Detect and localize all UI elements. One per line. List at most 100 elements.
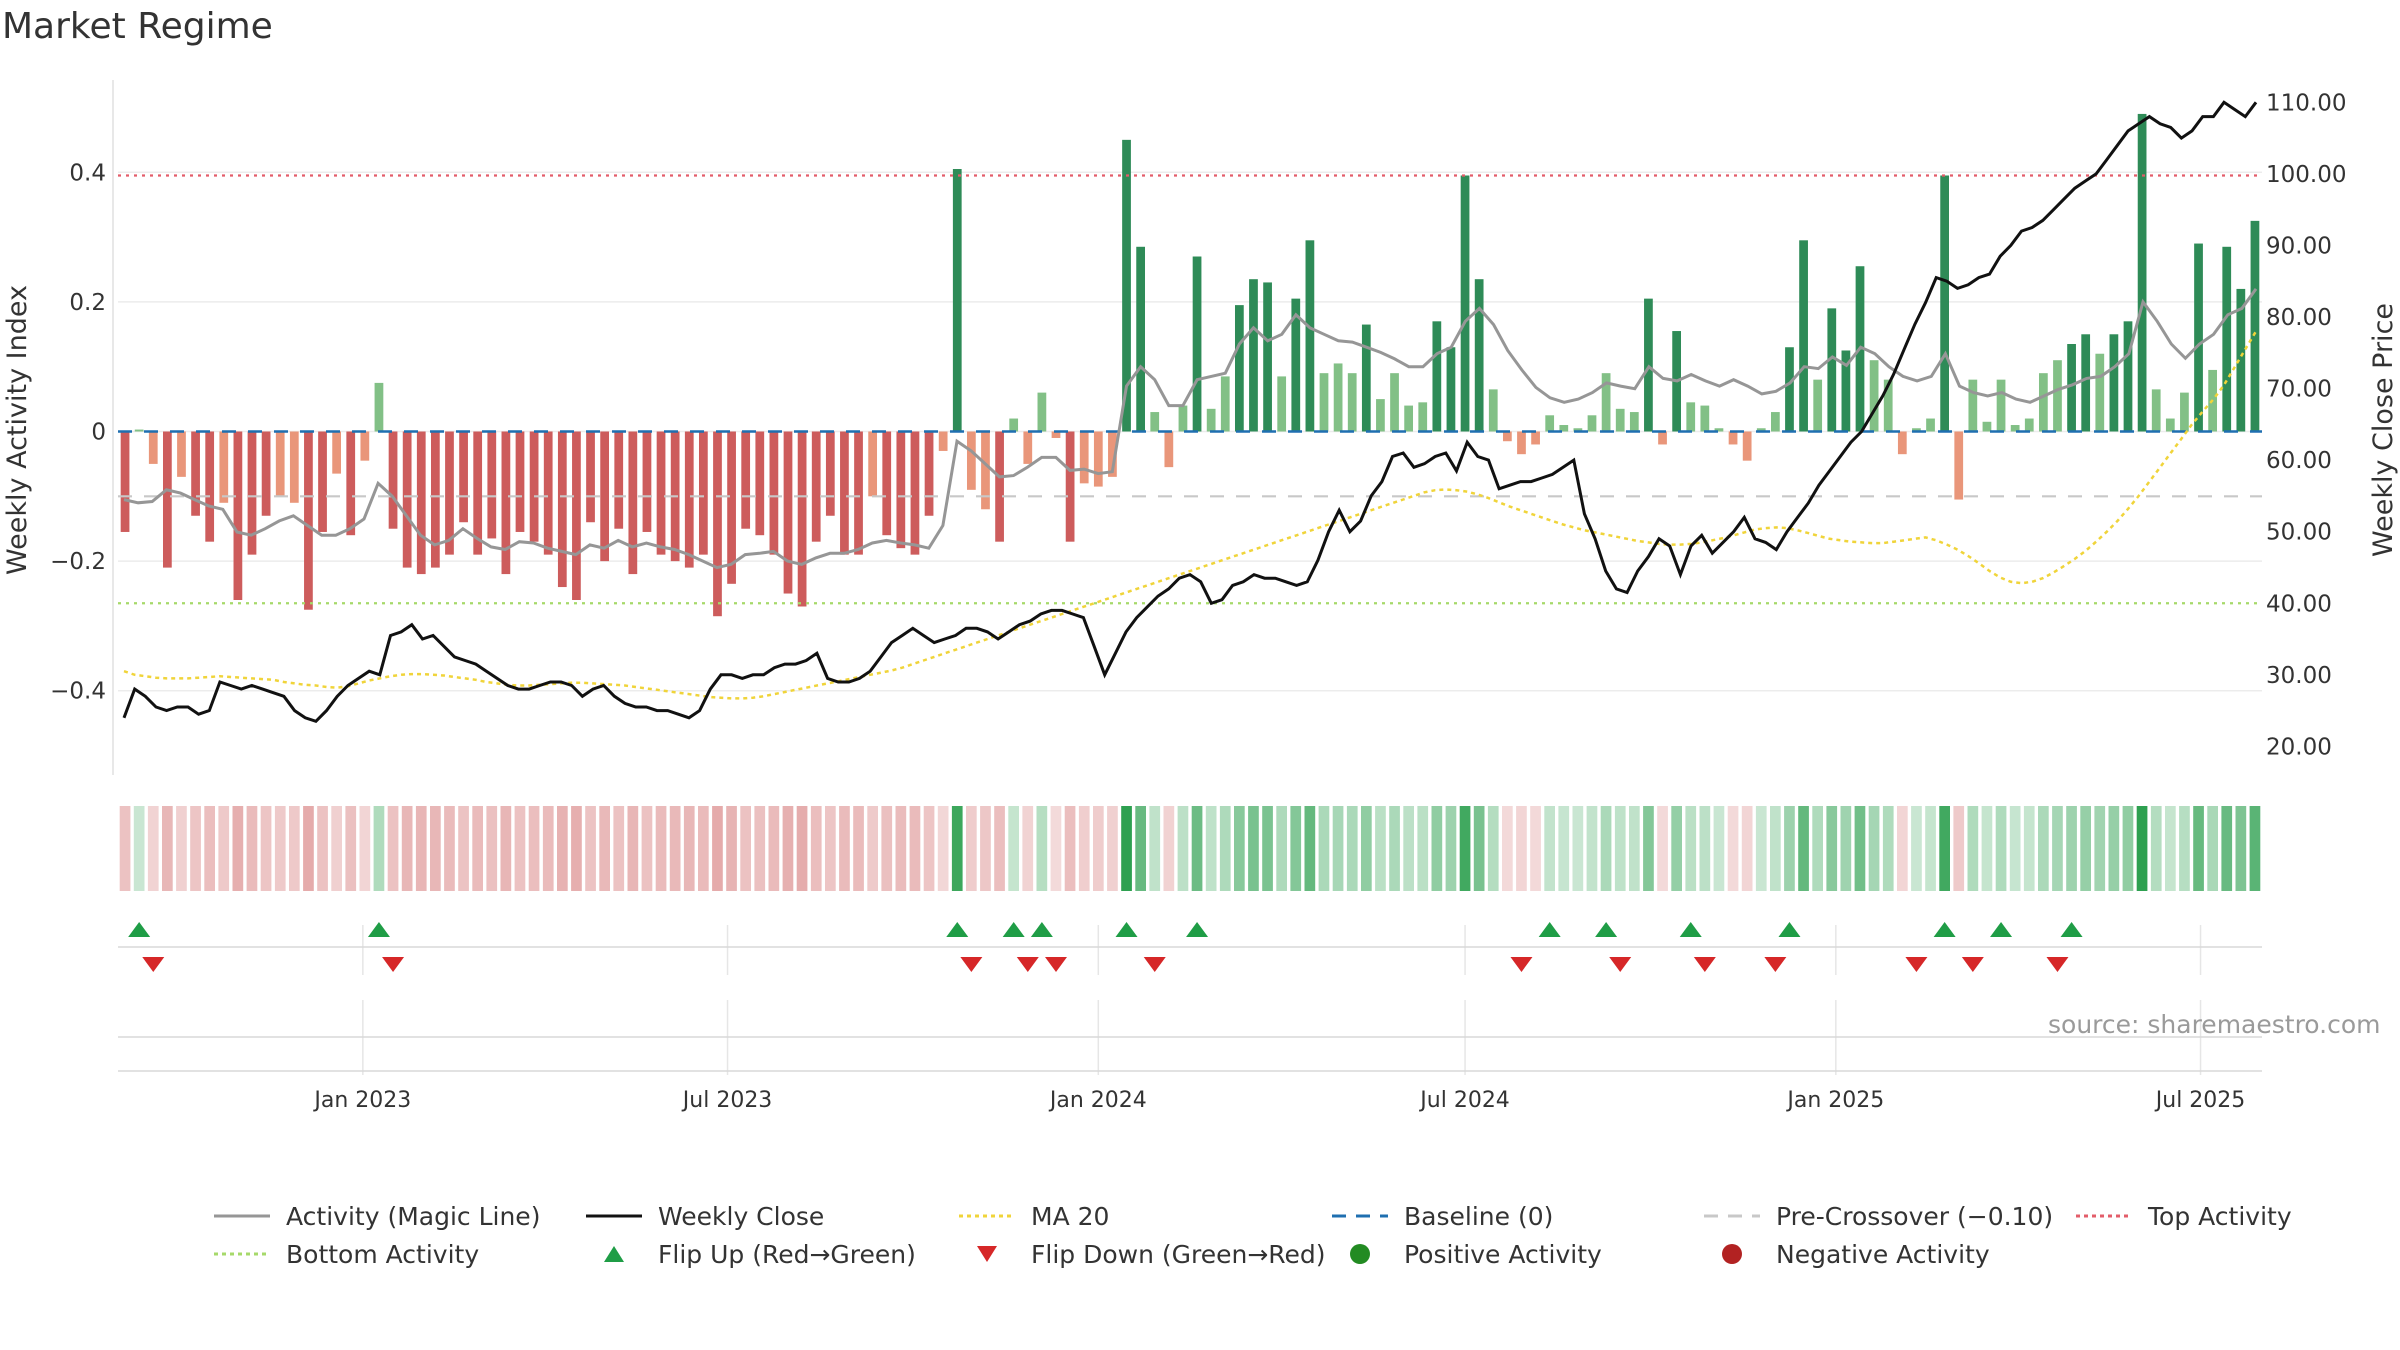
regime-strip-cell [1699,806,1711,891]
activity-bar [1065,431,1075,542]
activity-bar [1234,305,1244,432]
activity-bar [1164,431,1174,468]
activity-bar [304,431,313,610]
regime-strip-cell [754,806,766,891]
activity-bar [487,431,497,539]
legend-item: Pre-Crossover (−0.10) [1700,1198,2053,1234]
activity-bar [2137,113,2147,432]
flip-up-marker [367,922,390,937]
activity-bar [1460,175,1470,432]
activity-bar [162,431,172,568]
regime-strip-cell [303,806,314,891]
activity-bar [1686,402,1696,432]
activity-bar [2095,353,2105,432]
regime-strip-cell [1304,806,1316,891]
activity-bar [1291,298,1301,432]
regime-strip-cell [1600,806,1612,891]
activity-bar [515,431,525,532]
activity-bar [1037,392,1047,432]
legend-item: Weekly Close [582,1198,824,1234]
flip-down-marker [2046,957,2069,972]
regime-strip-cell [825,806,836,891]
flip-down-marker [1693,957,1716,972]
regime-strip-cell [1614,806,1626,891]
activity-bar [2194,243,2203,432]
activity-bar [1996,379,2006,432]
activity-bar [459,431,468,523]
activity-bar [1361,324,1371,432]
ma20-line [123,330,2258,700]
regime-strip-cell [1248,806,1259,891]
activity-bar [1559,425,1569,432]
regime-strip-cell [1671,806,1682,891]
regime-strip-cell [331,806,342,891]
activity-bar [416,431,426,575]
regime-strip-cell [1121,806,1132,891]
regime-strip-cell [1403,806,1414,891]
regime-strip-cell [1417,806,1429,891]
activity-bar [1897,431,1907,455]
y2-tick-label: 90.00 [2266,233,2332,259]
activity-bar [1150,412,1160,432]
regime-strip-cell [2038,806,2049,891]
legend-label: Negative Activity [1776,1239,1990,1269]
regime-strip-cell [1939,806,1950,891]
regime-strip-cell [1375,806,1386,891]
activity-bar [825,431,835,516]
regime-strip-cell [373,806,385,891]
legend-swatch [214,1214,270,1218]
regime-strip-cell [1361,806,1372,891]
activity-bar [1658,431,1667,445]
legend-item: Bottom Activity [210,1236,479,1272]
regime-strip-cell [1431,806,1443,891]
activity-bar [684,431,694,568]
activity-bar [247,431,257,555]
regime-strip-cell [387,806,399,891]
activity-bar [1982,421,1992,432]
regime-strip-cell [415,806,427,891]
activity-bar [614,431,624,529]
activity-bar [261,431,271,516]
regime-strip-cell [1981,806,1993,891]
regime-strip-cell [740,806,751,891]
legend-label: Weekly Close [658,1201,825,1231]
flip-up-marker [1115,922,1138,937]
regime-strip-cell [1445,806,1457,891]
regime-strip-cell [599,806,610,891]
regime-strip-cell [1093,806,1104,891]
source-watermark: source: sharemaestro.com [2048,1010,2381,1039]
regime-strip-cell [923,806,935,891]
regime-strip-cell [359,806,371,891]
activity-bar [2109,334,2119,432]
activity-bar [2024,418,2034,432]
activity-bar [1220,376,1230,432]
legend-label: Baseline (0) [1404,1201,1554,1231]
activity-bar [1263,282,1272,432]
y2-tick-label: 30.00 [2266,663,2332,689]
regime-strip-cell [867,806,878,891]
regime-strip-cell [1107,806,1118,891]
activity-bar [1954,431,1964,500]
activity-bar [374,382,384,432]
activity-bar [1418,402,1428,432]
legend-swatch [1722,1244,1742,1264]
regime-strip-cell [2221,806,2233,891]
regime-strip-cell [980,806,991,891]
regime-strip-cell [119,806,131,891]
regime-strip-cell [204,806,215,891]
regime-strip-cell [1784,806,1795,891]
regime-strip-cell [289,806,300,891]
activity-bar [2165,418,2175,432]
y2-tick-label: 70.00 [2266,377,2332,403]
regime-strip-cell [514,806,526,891]
activity-bar [2236,288,2246,432]
regime-strip-cell [1868,806,1880,891]
activity-bar [1305,240,1315,432]
activity-bar [882,431,892,536]
regime-strip-cell [937,806,949,891]
regime-strip-cell [1530,806,1541,891]
regime-strip-cell [1135,806,1146,891]
regime-strip-cell [2193,806,2204,891]
activity-bar [1545,415,1555,432]
activity-bar [1404,405,1414,432]
